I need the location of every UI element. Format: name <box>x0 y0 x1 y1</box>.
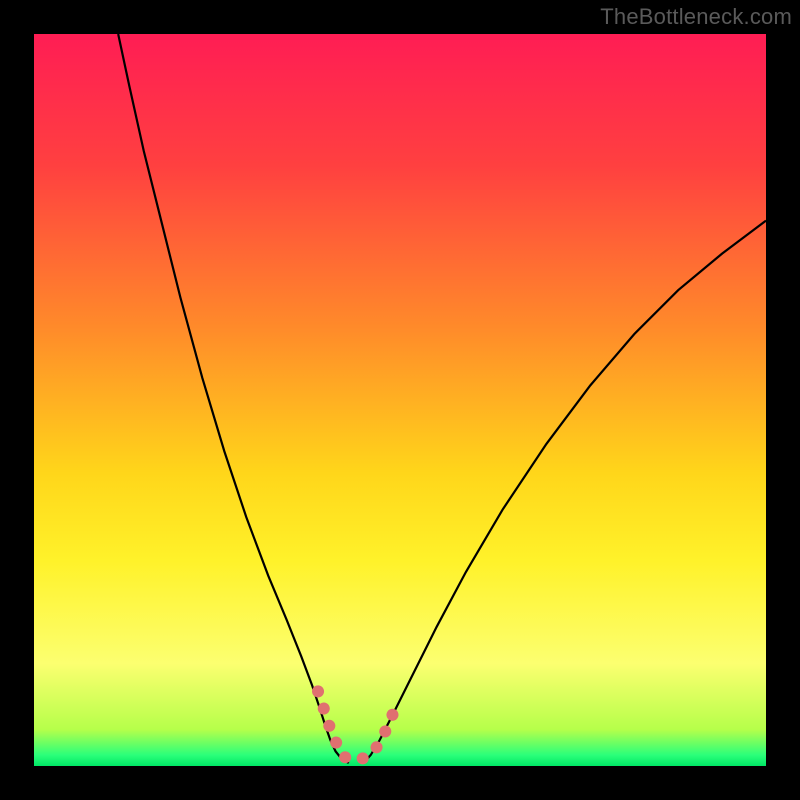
plot-background <box>34 34 766 766</box>
watermark-text: TheBottleneck.com <box>600 4 792 30</box>
bottleneck-chart <box>0 0 800 800</box>
